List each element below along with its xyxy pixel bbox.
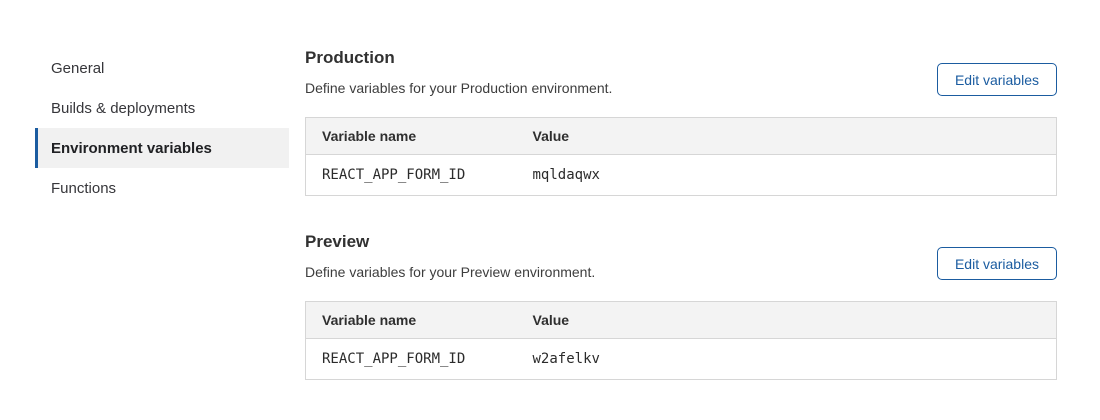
settings-page: General Builds & deployments Environment… [35,48,1057,380]
column-header-variable-name: Variable name [305,301,517,339]
variable-name-cell: REACT_APP_FORM_ID [305,154,517,196]
edit-variables-button-production[interactable]: Edit variables [936,63,1057,96]
variable-value-cell: w2afelkv [516,338,1057,380]
environment-variables-content: Production Define variables for your Pro… [305,48,1057,380]
section-description-production: Define variables for your Production env… [305,80,613,96]
section-title-production: Production [305,48,395,67]
sidebar-item-builds-deployments[interactable]: Builds & deployments [51,99,196,117]
table-row: REACT_APP_FORM_ID w2afelkv [305,338,1057,380]
column-header-value: Value [516,301,1057,339]
sidebar-item-functions[interactable]: Functions [51,179,117,197]
production-section: Production Define variables for your Pro… [305,48,1057,196]
production-section-header: Production Define variables for your Pro… [305,48,1057,98]
preview-variables-table: Variable name Value REACT_APP_FORM_ID w2… [305,301,1057,380]
preview-section: Preview Define variables for your Previe… [305,232,1057,380]
section-description-preview: Define variables for your Preview enviro… [305,264,596,280]
variable-name-cell: REACT_APP_FORM_ID [305,338,517,380]
edit-variables-button-preview[interactable]: Edit variables [936,247,1057,280]
column-header-variable-name: Variable name [305,117,517,155]
section-title-preview: Preview [305,232,370,251]
settings-sidebar: General Builds & deployments Environment… [35,48,289,380]
table-header-row: Variable name Value [305,117,1057,155]
column-header-value: Value [516,117,1057,155]
table-row: REACT_APP_FORM_ID mqldaqwx [305,154,1057,196]
variable-value-cell: mqldaqwx [516,154,1057,196]
preview-section-header: Preview Define variables for your Previe… [305,232,1057,282]
production-variables-table: Variable name Value REACT_APP_FORM_ID mq… [305,117,1057,196]
sidebar-item-environment-variables[interactable]: Environment variables [35,128,289,168]
table-header-row: Variable name Value [305,301,1057,339]
sidebar-item-general[interactable]: General [51,59,105,77]
